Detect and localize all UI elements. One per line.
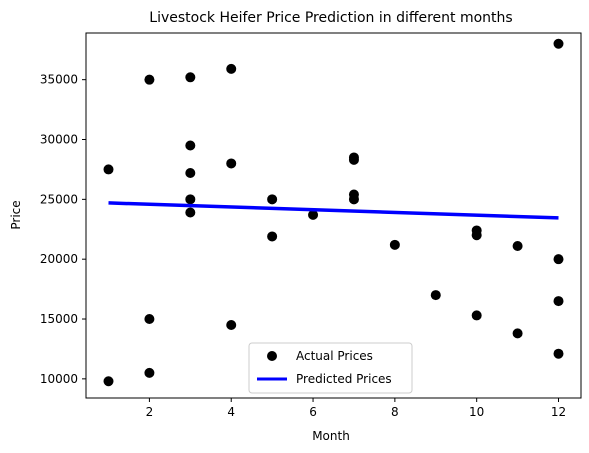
y-axis-label: Price xyxy=(9,200,23,229)
data-point-actual-price xyxy=(348,194,359,205)
legend-label-predicted-prices: Predicted Prices xyxy=(296,372,392,386)
y-tick-label: 20000 xyxy=(40,252,78,266)
data-point-actual-price xyxy=(185,207,196,218)
data-point-actual-price xyxy=(267,194,278,205)
data-point-actual-price xyxy=(226,320,237,330)
x-tick-label: 6 xyxy=(309,405,317,419)
data-point-actual-price xyxy=(185,168,196,179)
data-point-actual-price xyxy=(348,154,359,165)
data-point-actual-price xyxy=(512,328,523,339)
data-point-actual-price xyxy=(103,376,114,387)
data-point-actual-price xyxy=(144,74,155,85)
x-tick-label: 12 xyxy=(551,405,566,419)
y-tick-label: 35000 xyxy=(40,73,78,87)
legend-label-actual-prices: Actual Prices xyxy=(296,349,373,363)
predicted-prices-line xyxy=(108,201,559,220)
data-point-actual-price xyxy=(226,63,237,74)
data-point-actual-price xyxy=(308,209,319,220)
data-point-actual-price xyxy=(103,164,114,175)
data-point-actual-price xyxy=(471,310,482,321)
data-point-actual-price xyxy=(185,140,196,151)
y-tick-label: 25000 xyxy=(40,192,78,206)
y-tick-label: 30000 xyxy=(40,133,78,147)
x-axis-ticks: 2 4 6 8 10 12 xyxy=(146,398,566,419)
x-tick-label: 8 xyxy=(391,405,399,419)
plot-area xyxy=(85,32,582,399)
data-point-actual-price xyxy=(553,254,564,265)
data-point-actual-price xyxy=(512,241,523,252)
legend-box xyxy=(248,342,413,394)
chart-title: Livestock Heifer Price Prediction in dif… xyxy=(149,10,512,26)
data-point-actual-price xyxy=(226,158,237,169)
data-point-actual-price xyxy=(553,296,564,307)
x-tick-label: 10 xyxy=(469,405,484,419)
data-point-actual-price xyxy=(430,290,441,301)
axes-frame xyxy=(85,32,582,399)
x-axis-label: Month xyxy=(312,429,350,443)
data-marks xyxy=(103,38,564,387)
y-axis-ticks: 10000 15000 20000 25000 30000 35000 xyxy=(40,73,86,386)
y-tick-label: 15000 xyxy=(40,312,78,326)
data-point-actual-price xyxy=(389,239,400,250)
x-tick-label: 2 xyxy=(146,405,154,419)
legend-marker-actual-prices xyxy=(267,351,277,361)
data-point-actual-price xyxy=(553,348,564,359)
legend: Actual Prices Predicted Prices xyxy=(248,342,413,394)
data-point-actual-price xyxy=(185,194,196,205)
x-tick-label: 4 xyxy=(227,405,235,419)
data-point-actual-price xyxy=(553,38,564,49)
data-point-actual-price xyxy=(144,314,155,325)
data-point-actual-price xyxy=(185,72,196,83)
data-point-actual-price xyxy=(267,231,278,242)
data-point-actual-price xyxy=(144,367,155,378)
data-point-actual-price xyxy=(471,230,482,241)
y-tick-label: 10000 xyxy=(40,372,78,386)
